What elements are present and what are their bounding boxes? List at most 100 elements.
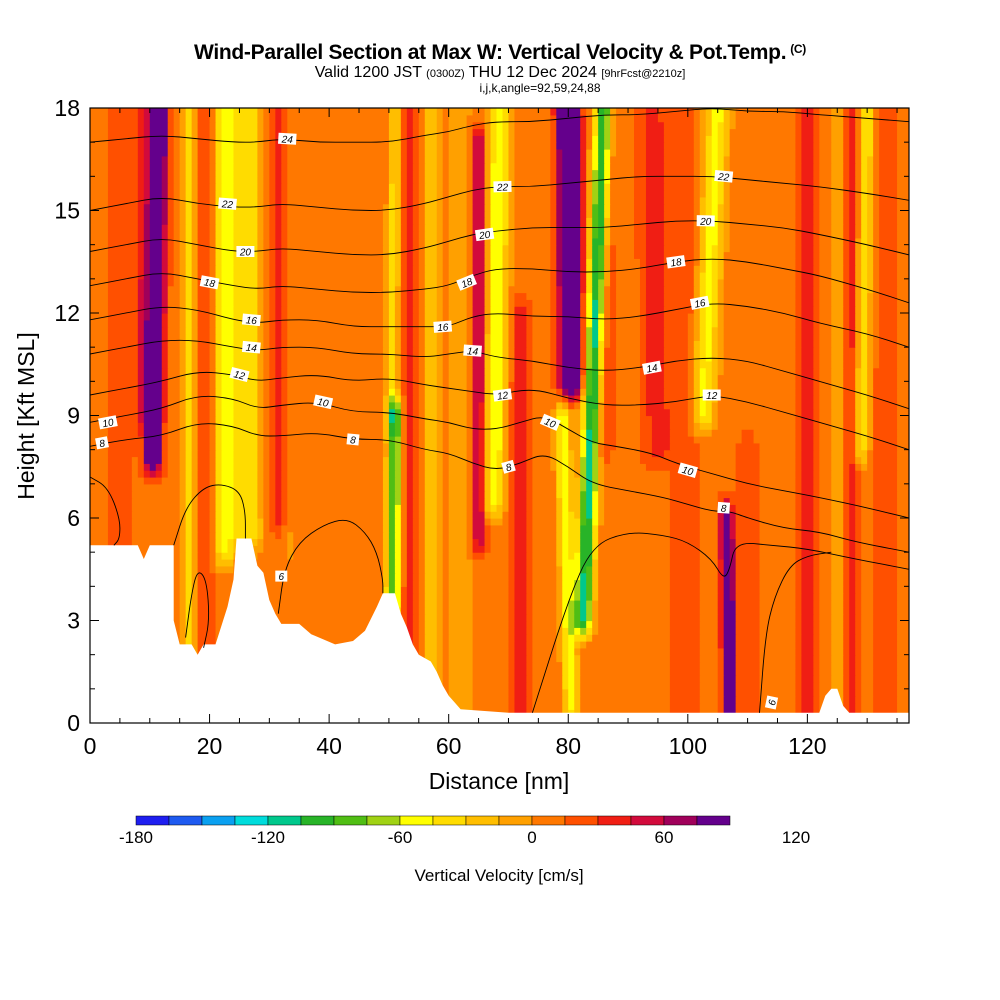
velocity-cell [412,258,420,266]
velocity-cell [711,326,719,335]
velocity-cell [556,299,563,307]
velocity-cell [436,497,444,505]
velocity-cell [400,354,408,362]
velocity-cell [616,374,641,382]
velocity-cell [442,190,450,198]
velocity-cell [855,231,862,239]
velocity-cell [819,360,832,369]
velocity-cell [472,299,486,307]
velocity-cell [795,579,802,587]
velocity-cell [723,183,731,191]
velocity-cell [281,477,288,485]
velocity-cell [592,627,599,635]
velocity-cell [532,340,551,348]
velocity-cell [699,374,707,382]
velocity-cell [849,490,856,499]
velocity-cell [263,470,270,478]
velocity-cell [592,531,599,540]
velocity-cell [526,675,533,683]
velocity-cell [568,497,581,505]
velocity-cell [580,572,587,581]
velocity-cell [562,497,569,505]
velocity-cell [514,354,528,362]
velocity-cell [849,190,856,198]
velocity-cell [107,265,139,273]
velocity-cell [526,483,533,492]
velocity-cell [424,620,438,628]
velocity-cell [400,190,408,198]
velocity-cell [526,477,533,485]
velocity-cell [484,511,492,519]
velocity-cell [137,278,145,287]
velocity-cell [831,169,844,177]
velocity-cell [514,237,551,246]
velocity-cell [388,483,396,492]
velocity-cell [281,511,288,519]
velocity-cell [179,374,187,382]
velocity-cell [639,388,647,396]
velocity-cell [484,388,492,396]
velocity-cell [209,408,217,417]
velocity-cell [418,463,426,471]
velocity-cell [287,265,384,273]
velocity-cell [442,641,450,649]
velocity-cell [514,333,528,341]
velocity-cell [705,265,713,273]
velocity-cell [424,463,438,471]
velocity-cell [669,593,701,601]
velocity-cell [801,511,814,519]
velocity-cell [699,559,719,567]
velocity-cell [143,456,163,464]
velocity-cell [514,641,528,649]
velocity-cell [526,552,533,560]
velocity-cell [586,196,593,205]
velocity-cell [586,251,593,259]
velocity-cell [813,518,820,526]
velocity-cell [801,285,814,294]
velocity-cell [849,627,856,635]
velocity-cell [586,463,593,471]
velocity-cell [209,251,217,259]
velocity-cell [550,463,557,471]
velocity-cell [604,203,611,212]
velocity-cell [293,545,384,553]
velocity-cell [556,586,563,594]
velocity-cell [831,272,844,280]
velocity-cell [897,217,909,225]
velocity-cell [149,278,163,287]
velocity-cell [442,572,450,581]
velocity-cell [562,299,581,307]
velocity-cell [233,477,258,485]
velocity-cell [466,545,474,553]
velocity-cell [412,586,420,594]
velocity-cell [562,251,581,259]
velocity-cell [490,367,504,376]
velocity-cell [855,360,862,369]
velocity-cell [436,374,444,382]
velocity-cell [580,326,587,335]
velocity-cell [107,388,139,396]
velocity-cell [580,381,587,389]
velocity-cell [412,319,420,328]
velocity-cell [711,196,719,205]
velocity-cell [394,579,402,587]
velocity-cell [586,593,593,601]
velocity-cell [759,647,797,656]
velocity-cell [388,360,396,369]
velocity-cell [442,237,450,246]
velocity-cell [717,661,725,669]
velocity-cell [263,251,270,259]
velocity-cell [233,162,258,171]
velocity-cell [861,333,868,341]
velocity-cell [526,545,533,553]
velocity-cell [813,606,820,615]
velocity-cell [502,217,510,225]
velocity-cell [759,600,797,608]
velocity-cell [861,579,874,587]
velocity-cell [412,237,420,246]
velocity-cell [215,422,223,430]
velocity-cell [514,313,528,321]
velocity-cell [897,251,909,259]
velocity-cell [598,217,605,225]
velocity-cell [287,333,384,341]
